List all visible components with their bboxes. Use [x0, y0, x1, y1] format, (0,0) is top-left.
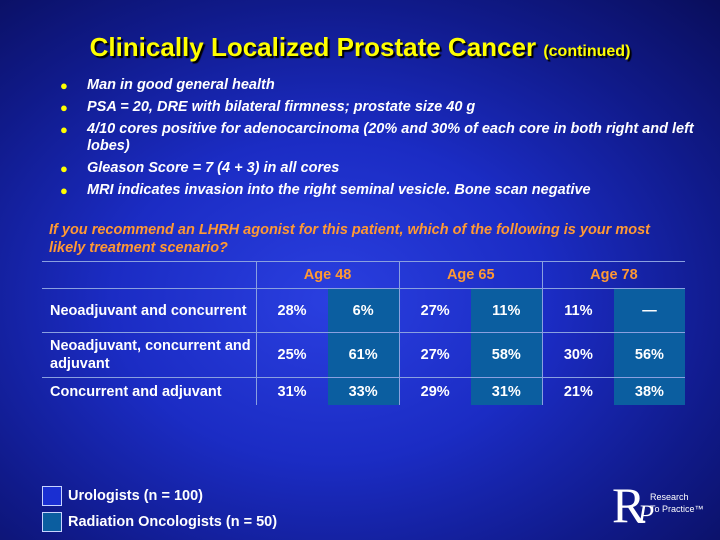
legend-rad-onc-label: Radiation Oncologists (n = 50): [68, 513, 278, 530]
logo-letter-p: P: [638, 500, 654, 529]
rad-onc-cell: —: [613, 288, 685, 333]
row-label: Neoadjuvant and concurrent: [42, 288, 256, 333]
urologist-cell: 25%: [255, 332, 328, 378]
urologist-cell: 29%: [398, 377, 471, 405]
urologist-cell: 27%: [398, 288, 471, 333]
title-sub: (continued): [543, 43, 631, 60]
urologist-swatch-icon: [42, 486, 62, 506]
urologist-cell: 11%: [541, 288, 614, 333]
urologist-cell: 28%: [255, 288, 328, 333]
urologist-cell: 31%: [255, 377, 328, 405]
rad-onc-cell: 31%: [470, 377, 543, 405]
table-row: Neoadjuvant and concurrent 28% 6% 27% 11…: [42, 288, 685, 333]
bullet-item: ● Man in good general health: [60, 77, 275, 93]
bullet-item: ● Gleason Score = 7 (4 + 3) in all cores: [60, 160, 340, 176]
age-group-header: Age 78: [541, 261, 685, 289]
row-label: Concurrent and adjuvant: [42, 377, 256, 405]
research-to-practice-logo: R P Research To Practice™: [612, 477, 712, 534]
bullet-dot-icon: ●: [60, 161, 68, 176]
rad-onc-cell: 61%: [327, 332, 400, 378]
logo-letter-r: R: [612, 477, 646, 533]
header-blank-cell: [42, 261, 256, 289]
bullet-item: ● PSA = 20, DRE with bilateral firmness; …: [60, 99, 476, 115]
rad-onc-swatch-icon: [42, 512, 62, 532]
row-label: Neoadjuvant, concurrent and adjuvant: [42, 332, 256, 378]
legend-urologists-label: Urologists (n = 100): [68, 487, 203, 504]
rad-onc-cell: 11%: [470, 288, 543, 333]
bullet-dot-icon: ●: [60, 122, 68, 137]
bullet-item: ● 4/10 cores positive for adenocarcinoma …: [60, 121, 694, 154]
page-title: Clinically Localized Prostate Cancer (co…: [0, 32, 720, 63]
legend-urologists: Urologists (n = 100): [42, 486, 203, 506]
legend-rad-onc: Radiation Oncologists (n = 50): [42, 512, 277, 532]
urologist-cell: 30%: [541, 332, 614, 378]
table-header-row: Age 48 Age 65 Age 78: [42, 261, 685, 289]
rad-onc-cell: 6%: [327, 288, 400, 333]
logo-line1: Research: [650, 492, 689, 502]
age-group-header: Age 65: [398, 261, 543, 289]
survey-question: If you recommend an LHRH agonist for thi…: [49, 222, 650, 256]
title-main: Clinically Localized Prostate Cancer: [89, 32, 537, 62]
table-row: Neoadjuvant, concurrent and adjuvant 25%…: [42, 332, 685, 378]
results-table: Age 48 Age 65 Age 78 Neoadjuvant and con…: [42, 261, 685, 405]
rad-onc-cell: 56%: [613, 332, 685, 378]
case-bullets: ● Man in good general health ● PSA = 20, D…: [60, 77, 700, 204]
bullet-item: ● MRI indicates invasion into the right s…: [60, 182, 591, 198]
bullet-dot-icon: ●: [60, 78, 68, 93]
rad-onc-cell: 38%: [613, 377, 685, 405]
age-group-header: Age 48: [255, 261, 400, 289]
bullet-dot-icon: ●: [60, 183, 68, 198]
urologist-cell: 21%: [541, 377, 614, 405]
rad-onc-cell: 33%: [327, 377, 400, 405]
table-row: Concurrent and adjuvant 31% 33% 29% 31% …: [42, 377, 685, 405]
urologist-cell: 27%: [398, 332, 471, 378]
bullet-dot-icon: ●: [60, 100, 68, 115]
logo-line2: To Practice™: [650, 504, 704, 514]
rad-onc-cell: 58%: [470, 332, 543, 378]
